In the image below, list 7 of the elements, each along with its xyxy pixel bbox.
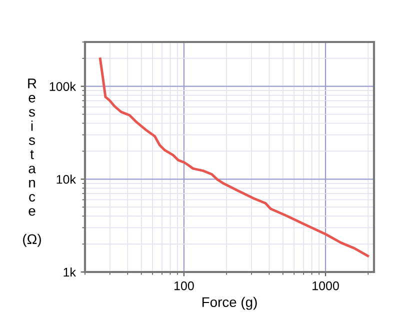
x-tick-label: 1000	[312, 281, 339, 290]
y-tick-label: 10k	[56, 174, 76, 184]
y-tick-label: 1k	[64, 267, 76, 277]
y-tick-label: 100k	[50, 82, 76, 91]
x-tick-label: 100	[174, 281, 194, 290]
x-axis-title: Force (g)	[202, 296, 257, 310]
text: R e s i s t a n c e (Ω)	[23, 78, 41, 247]
